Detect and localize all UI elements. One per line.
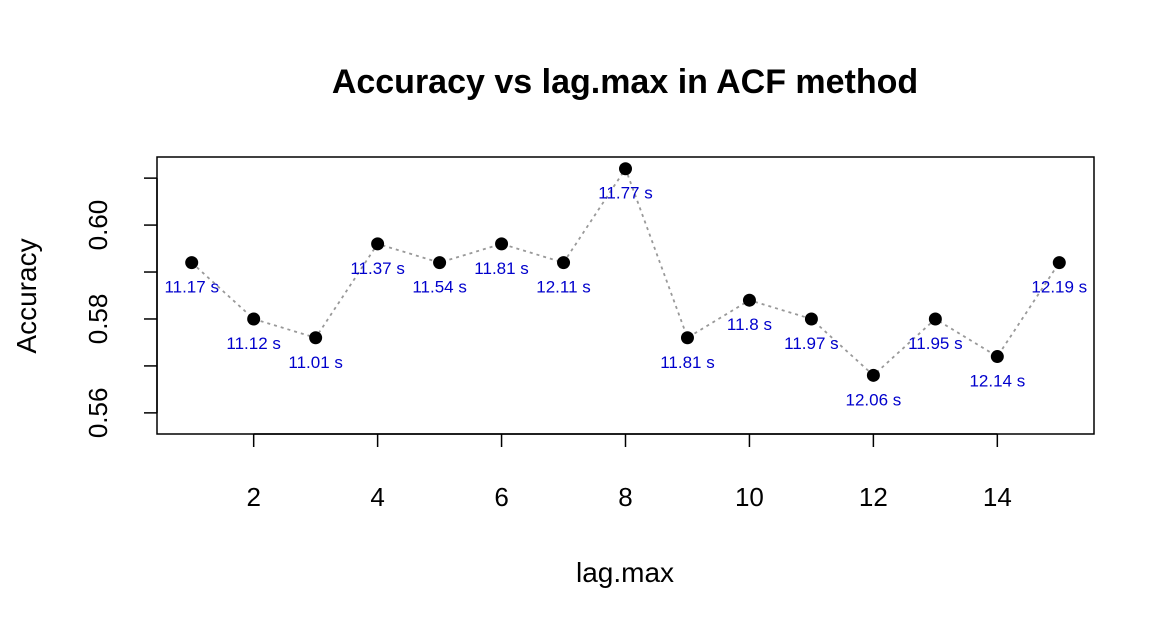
- data-point: [371, 237, 385, 251]
- data-point: [866, 368, 880, 382]
- x-tick-label: 10: [735, 482, 764, 512]
- point-label: 11.01 s: [288, 353, 343, 372]
- point-label: 11.37 s: [350, 259, 405, 278]
- point-label: 12.14 s: [969, 372, 1025, 391]
- y-tick-label: 0.58: [83, 294, 113, 345]
- y-axis: 0.56 0.58 0.60: [83, 177, 158, 439]
- data-point: [804, 312, 818, 326]
- data-point: [619, 162, 632, 176]
- point-label: 11.8 s: [727, 315, 772, 334]
- data-point: [185, 256, 199, 270]
- point-label: 12.06 s: [846, 390, 902, 409]
- x-axis-label: lag.max: [576, 557, 674, 588]
- point-label: 11.17 s: [164, 278, 219, 297]
- y-tick-label: 0.60: [83, 200, 113, 251]
- point-label: 11.97 s: [784, 334, 839, 353]
- point-label: 11.81 s: [474, 259, 529, 278]
- data-point: [309, 331, 323, 345]
- x-tick-label: 6: [494, 482, 508, 512]
- point-label: 12.11 s: [536, 278, 591, 297]
- point-label: 11.81 s: [660, 353, 715, 372]
- data-point: [680, 331, 694, 345]
- data-point: [433, 256, 447, 270]
- chart-title: Accuracy vs lag.max in ACF method: [332, 63, 918, 101]
- point-label: 12.19 s: [1031, 278, 1087, 297]
- point-label: 11.95 s: [908, 334, 963, 353]
- point-labels: 11.17 s 11.12 s 11.01 s 11.37 s 11.54 s 11.81…: [164, 184, 1087, 410]
- x-tick-label: 8: [618, 482, 632, 512]
- x-tick-label: 4: [370, 482, 384, 512]
- data-point: [742, 293, 756, 307]
- y-tick-label: 0.56: [83, 388, 113, 439]
- point-label: 11.12 s: [226, 334, 281, 353]
- point-label: 11.54 s: [412, 278, 467, 297]
- x-axis: 2 4 6 8 10 12 14: [246, 433, 1012, 512]
- accuracy-series: [185, 162, 1066, 382]
- point-label: 11.77 s: [598, 184, 653, 203]
- data-point: [990, 350, 1004, 364]
- data-point: [247, 312, 261, 326]
- data-point: [495, 237, 509, 251]
- y-axis-label: Accuracy: [11, 238, 42, 353]
- x-tick-label: 12: [859, 482, 888, 512]
- data-point: [928, 312, 942, 326]
- data-point: [1052, 256, 1066, 270]
- x-tick-label: 2: [246, 482, 260, 512]
- data-point: [557, 256, 571, 270]
- x-tick-label: 14: [983, 482, 1012, 512]
